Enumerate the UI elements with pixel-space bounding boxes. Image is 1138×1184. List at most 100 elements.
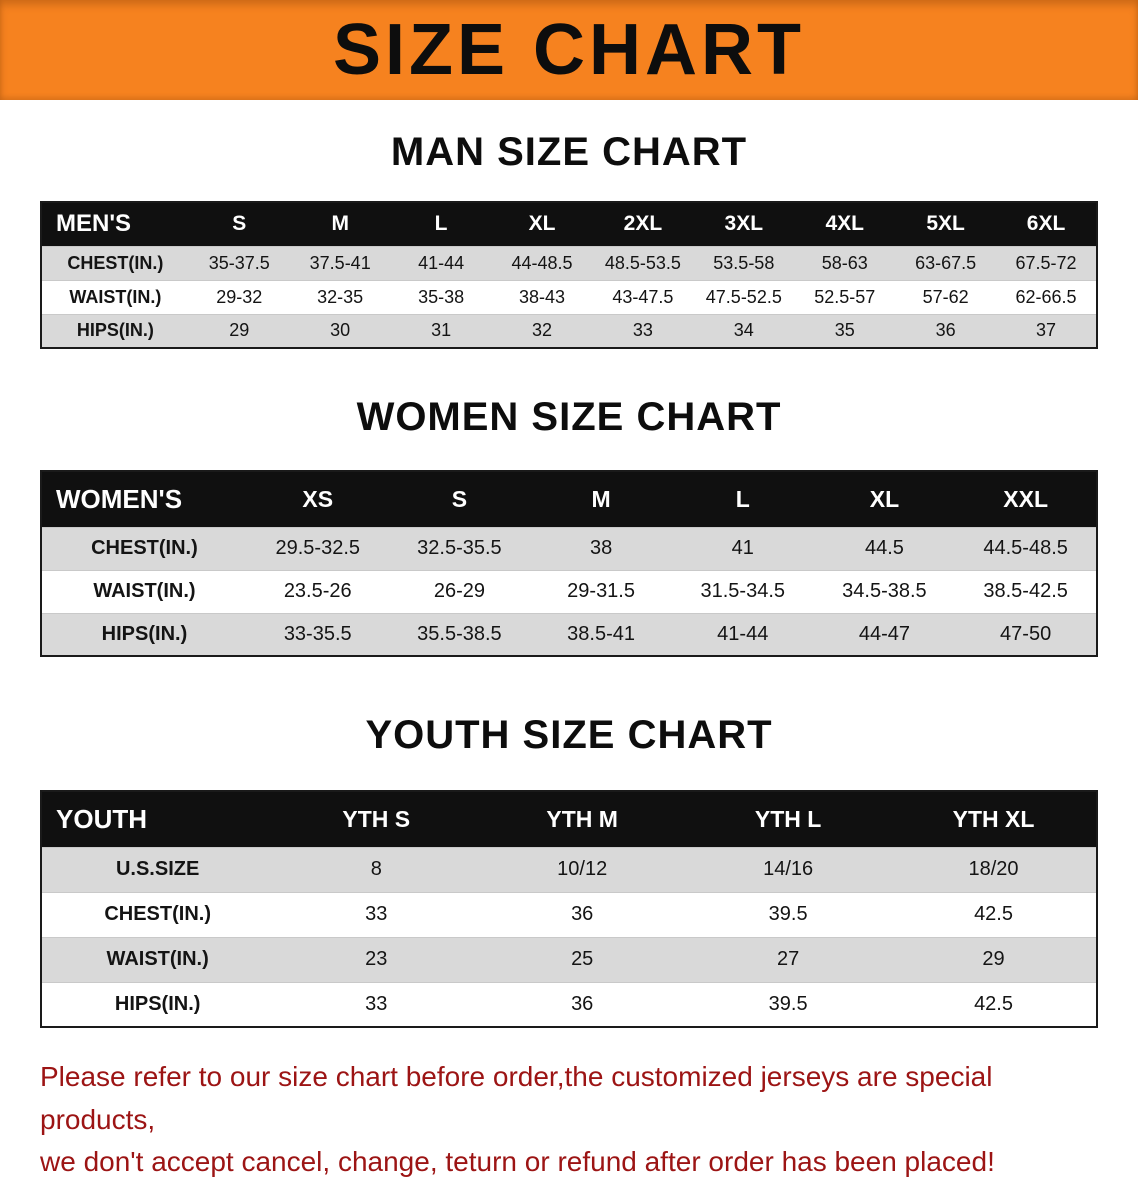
size-value-cell: 37.5-41 (289, 245, 391, 280)
size-value-cell: 38 (530, 526, 672, 570)
size-chart-banner: SIZE CHART (0, 0, 1138, 100)
size-value-cell: 67.5-72 (996, 245, 1097, 280)
size-value-cell: 34 (693, 313, 795, 348)
size-value-cell: 29.5-32.5 (246, 526, 389, 570)
size-value-cell: 35-38 (390, 279, 492, 314)
size-value-cell: 44.5 (813, 526, 956, 570)
size-value-cell: 32-35 (289, 279, 391, 314)
size-value-cell: 53.5-58 (693, 245, 795, 280)
row-label-cell: CHEST(IN.) (41, 245, 189, 280)
size-header-cell: 4XL (794, 202, 896, 246)
table-row: CHEST(IN.) 33 36 39.5 42.5 (41, 891, 1097, 937)
table-row: WAIST(IN.) 23.5-26 26-29 29-31.5 31.5-34.5 34… (41, 569, 1097, 613)
size-value-cell: 35-37.5 (188, 245, 290, 280)
size-value-cell: 58-63 (794, 245, 896, 280)
disclaimer-line-1: Please refer to our size chart before or… (40, 1061, 993, 1135)
men-section-heading: MAN SIZE CHART (390, 130, 748, 174)
size-value-cell: 43-47.5 (592, 279, 694, 314)
size-header-cell: 2XL (592, 202, 694, 246)
size-value-cell: 27 (685, 936, 892, 982)
size-value-cell: 29 (188, 313, 290, 348)
size-value-cell: 36 (895, 313, 997, 348)
size-value-cell: 31.5-34.5 (671, 569, 814, 613)
size-header-cell: 3XL (693, 202, 795, 246)
table-row: CHEST(IN.) 35-37.5 37.5-41 41-44 44-48.5 48.5… (41, 245, 1097, 280)
table-header-row: YOUTH YTH S YTH M YTH L YTH XL (41, 791, 1097, 847)
size-header-cell: XL (813, 471, 956, 527)
size-value-cell: 33 (273, 981, 480, 1027)
size-value-cell: 47.5-52.5 (693, 279, 795, 314)
size-header-cell: S (388, 471, 531, 527)
size-header-cell: XL (491, 202, 593, 246)
size-value-cell: 14/16 (685, 846, 892, 892)
size-value-cell: 44.5-48.5 (955, 526, 1097, 570)
row-label-cell: U.S.SIZE (41, 846, 274, 892)
size-value-cell: 23 (273, 936, 480, 982)
size-value-cell: 36 (479, 891, 686, 937)
size-value-cell: 38.5-42.5 (955, 569, 1097, 613)
row-label-cell: WAIST(IN.) (41, 279, 189, 314)
size-value-cell: 39.5 (685, 981, 892, 1027)
size-value-cell: 44-48.5 (491, 245, 593, 280)
size-value-cell: 35 (794, 313, 896, 348)
size-value-cell: 57-62 (895, 279, 997, 314)
table-title-cell: MEN'S (41, 202, 189, 246)
row-label-cell: HIPS(IN.) (41, 612, 247, 656)
table-row: HIPS(IN.) 33 36 39.5 42.5 (41, 981, 1097, 1027)
size-value-cell: 33 (273, 891, 480, 937)
table-row: WAIST(IN.) 23 25 27 29 (41, 936, 1097, 982)
size-header-cell: 5XL (895, 202, 997, 246)
size-value-cell: 33-35.5 (246, 612, 389, 656)
size-header-cell: L (671, 471, 814, 527)
men-size-section: MAN SIZE CHART MEN'S S M L XL 2XL 3XL 4XL 5XL 6XL… (0, 130, 1138, 349)
size-value-cell: 30 (289, 313, 391, 348)
size-header-cell: YTH XL (891, 791, 1097, 847)
table-title-cell: YOUTH (41, 791, 274, 847)
size-value-cell: 38-43 (491, 279, 593, 314)
table-header-row: WOMEN'S XS S M L XL XXL (41, 471, 1097, 527)
mens-size-table: MEN'S S M L XL 2XL 3XL 4XL 5XL 6XL CHEST(IN.) 35-37… (40, 201, 1098, 349)
size-header-cell: YTH L (685, 791, 892, 847)
women-section-heading: WOMEN SIZE CHART (356, 395, 782, 439)
size-value-cell: 48.5-53.5 (592, 245, 694, 280)
size-header-cell: 6XL (996, 202, 1097, 246)
youth-size-table: YOUTH YTH S YTH M YTH L YTH XL U.S.SIZE 8 10/12… (40, 790, 1098, 1028)
size-value-cell: 32.5-35.5 (388, 526, 531, 570)
order-disclaimer: Please refer to our size chart before or… (40, 1056, 1100, 1184)
row-label-cell: CHEST(IN.) (41, 526, 247, 570)
row-label-cell: HIPS(IN.) (41, 981, 274, 1027)
size-value-cell: 41-44 (671, 612, 814, 656)
size-value-cell: 41-44 (390, 245, 492, 280)
table-title-cell: WOMEN'S (41, 471, 247, 527)
table-row: CHEST(IN.) 29.5-32.5 32.5-35.5 38 41 44.5 44.5… (41, 526, 1097, 570)
size-header-cell: M (289, 202, 391, 246)
size-value-cell: 42.5 (891, 981, 1097, 1027)
youth-size-section: YOUTH SIZE CHART YOUTH YTH S YTH M YTH L YTH… (0, 713, 1138, 1028)
size-value-cell: 62-66.5 (996, 279, 1097, 314)
size-value-cell: 26-29 (388, 569, 531, 613)
size-value-cell: 32 (491, 313, 593, 348)
table-row: WAIST(IN.) 29-32 32-35 35-38 38-43 43-47.5 47.… (41, 279, 1097, 314)
women-size-section: WOMEN SIZE CHART WOMEN'S XS S M L XL XXL CHEST(… (0, 395, 1138, 657)
size-header-cell: S (188, 202, 290, 246)
size-value-cell: 47-50 (955, 612, 1097, 656)
size-value-cell: 29-31.5 (530, 569, 672, 613)
size-value-cell: 33 (592, 313, 694, 348)
size-value-cell: 37 (996, 313, 1097, 348)
size-value-cell: 39.5 (685, 891, 892, 937)
size-header-cell: YTH S (273, 791, 480, 847)
table-row: U.S.SIZE 8 10/12 14/16 18/20 (41, 846, 1097, 892)
size-value-cell: 63-67.5 (895, 245, 997, 280)
size-value-cell: 42.5 (891, 891, 1097, 937)
size-value-cell: 36 (479, 981, 686, 1027)
row-label-cell: WAIST(IN.) (41, 936, 274, 982)
size-value-cell: 18/20 (891, 846, 1097, 892)
size-header-cell: YTH M (479, 791, 686, 847)
size-value-cell: 8 (273, 846, 480, 892)
womens-size-table: WOMEN'S XS S M L XL XXL CHEST(IN.) 29.5-32.5 32.5… (40, 470, 1098, 657)
size-value-cell: 44-47 (813, 612, 956, 656)
size-header-cell: XXL (955, 471, 1097, 527)
size-value-cell: 23.5-26 (246, 569, 389, 613)
table-row: HIPS(IN.) 29 30 31 32 33 34 35 36 37 (41, 313, 1097, 348)
size-value-cell: 29-32 (188, 279, 290, 314)
